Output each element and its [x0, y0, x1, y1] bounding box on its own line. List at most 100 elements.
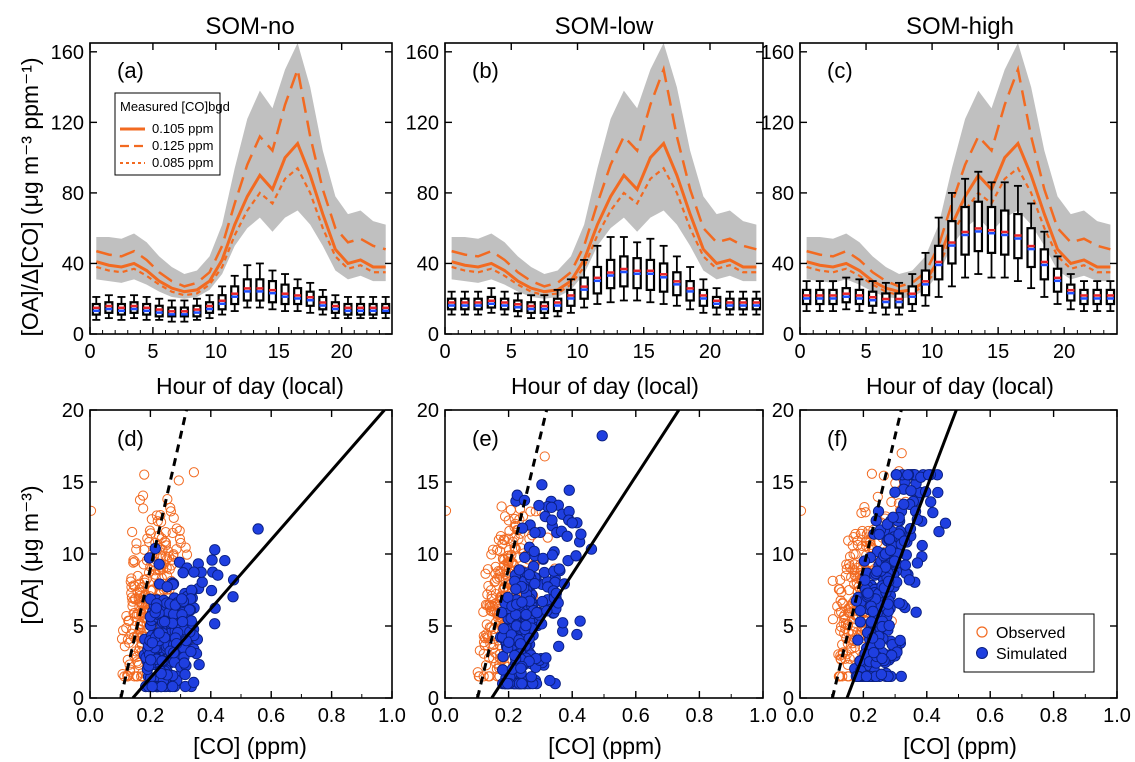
simulated-point	[176, 616, 189, 628]
observed-point	[90, 505, 97, 516]
x-tick-label: 0.2	[136, 705, 164, 727]
simulated-point	[854, 616, 866, 628]
observed-point	[128, 580, 139, 591]
observed-point	[827, 614, 839, 625]
box-iqr	[973, 200, 984, 253]
plot-area	[446, 43, 762, 320]
series-line-0105ppm	[806, 140, 1111, 294]
panel-label: (b)	[472, 58, 499, 83]
simulated-point	[887, 511, 899, 523]
simulated-point	[177, 567, 189, 579]
simulated-point	[925, 496, 937, 508]
legend-bottom-box	[963, 613, 1095, 673]
x-tick-label: 0.8	[1040, 705, 1068, 727]
observed-point	[119, 641, 130, 652]
simulated-point	[144, 654, 157, 666]
box-iqr	[841, 287, 851, 304]
x-tick-label: 5	[506, 341, 517, 363]
observed-point	[175, 537, 186, 549]
observed-point	[445, 505, 452, 516]
box-iqr	[104, 301, 114, 314]
observed-point	[159, 536, 170, 547]
simulated-point	[538, 566, 551, 579]
simulated-point	[876, 652, 888, 665]
simulated-point	[188, 566, 200, 578]
simulated-point	[536, 479, 548, 491]
simulated-point	[544, 674, 556, 687]
series-line-0105ppm	[451, 140, 757, 294]
observed-point	[492, 544, 503, 555]
observed-fit-line	[476, 410, 549, 698]
box-iqr	[605, 258, 616, 290]
panel-label: (f)	[827, 426, 848, 451]
simulated-point	[533, 499, 545, 512]
box-iqr	[116, 302, 127, 316]
y-tick-label: 15	[417, 472, 439, 494]
observed-point	[174, 525, 185, 536]
observed-point	[129, 556, 140, 567]
legend-entry-0125: 0.125 ppm	[152, 138, 213, 153]
observed-point	[833, 671, 844, 682]
observed-point	[122, 634, 134, 645]
observed-point	[121, 623, 132, 634]
observed-point	[517, 511, 529, 522]
bottom-ylabel: [OA] (μg m⁻³)	[17, 485, 43, 624]
simulated-point	[905, 485, 917, 497]
observed-point	[843, 535, 854, 546]
observed-point	[128, 608, 139, 619]
box-iqr	[192, 304, 202, 318]
simulated-point	[561, 530, 573, 542]
simulated-point	[156, 680, 168, 693]
x-tick-label: 0.0	[76, 705, 104, 727]
y-tick-label: 10	[417, 544, 439, 566]
simulated-point	[227, 574, 240, 586]
y-tick-label: 15	[772, 472, 794, 494]
box-iqr	[204, 301, 215, 314]
series-line-0085ppm	[451, 166, 757, 297]
series-line-0085ppm	[95, 166, 386, 297]
x-tick-label: 20	[699, 341, 721, 363]
simulated-point	[902, 469, 914, 481]
simulated-point	[209, 618, 221, 630]
observed-point	[503, 515, 514, 526]
simulated-point	[575, 528, 587, 540]
x-tick-label: 10	[205, 341, 227, 363]
observed-point	[480, 568, 491, 579]
simulated-point	[227, 591, 239, 603]
y-tick-label: 20	[417, 400, 439, 422]
observed-point	[841, 559, 852, 570]
observed-point	[505, 504, 516, 516]
plot-area	[91, 43, 391, 323]
observed-point	[856, 507, 867, 519]
y-tick-label: 10	[62, 544, 84, 566]
x-tick-label: 20	[331, 341, 353, 363]
simulated-point	[536, 595, 549, 608]
plot-area	[800, 410, 958, 698]
observed-point	[837, 597, 848, 608]
simulated-point	[596, 430, 608, 442]
observed-point	[878, 470, 889, 481]
y-tick-label: 80	[62, 183, 84, 205]
observed-point	[118, 625, 129, 636]
title-som-high: SOM-high	[906, 13, 1014, 40]
observed-point	[847, 564, 858, 575]
box-iqr	[894, 292, 904, 309]
box-iqr	[738, 297, 748, 311]
observed-point	[481, 660, 492, 671]
simulated-fit-line	[845, 410, 958, 698]
observed-point	[849, 565, 860, 576]
y-tick-label: 5	[428, 616, 439, 638]
observed-point	[539, 451, 550, 462]
simulated-point	[563, 484, 575, 496]
simulated-point	[212, 569, 224, 581]
legend-simulated-label: Simulated	[996, 646, 1067, 663]
box-iqr	[446, 297, 457, 311]
observed-point	[167, 527, 178, 539]
simulated-point	[895, 670, 907, 683]
simulated-point	[883, 533, 896, 545]
observed-point	[843, 603, 854, 614]
box-iqr	[854, 288, 865, 306]
observed-point	[485, 601, 496, 612]
box-iqr	[486, 295, 497, 309]
observed-point	[478, 637, 490, 648]
